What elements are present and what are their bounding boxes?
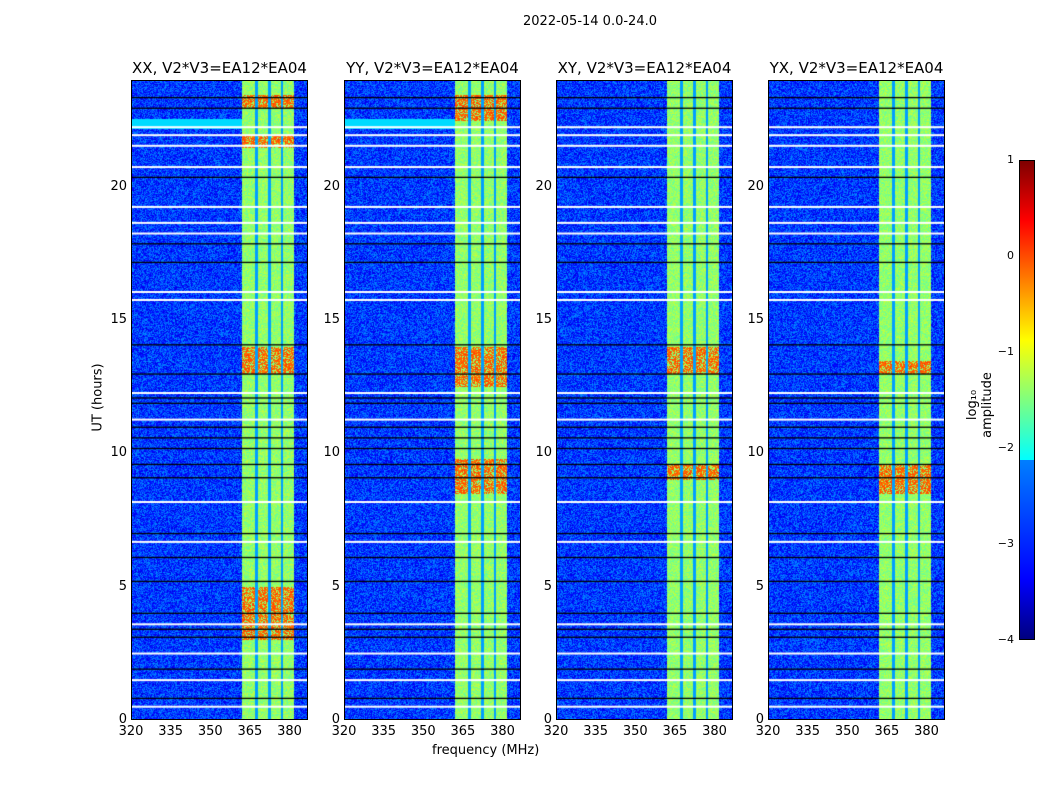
x-tick-label: 380 [914,724,939,739]
x-tick-label: 335 [583,724,609,739]
x-tick-label: 380 [277,724,302,739]
panel-title: XY, V2*V3=EA12*EA04 [557,59,732,77]
y-tick-label: 10 [747,445,764,461]
x-tick-label: 335 [371,724,397,739]
figure-title: 2022-05-14 0.0-24.0 [523,14,657,29]
colorbar-tick-label: −2 [997,441,1014,454]
panel-title: YX, V2*V3=EA12*EA04 [769,59,944,77]
y-tick-label: 5 [543,578,552,594]
y-tick-label: 0 [118,712,127,727]
x-tick-label: 350 [197,724,223,739]
y-axis-label: UT (hours) [90,363,106,432]
y-tick-label: 20 [747,178,764,194]
panel-title: YY, V2*V3=EA12*EA04 [346,59,519,77]
x-tick-label: 350 [834,724,860,739]
spectrogram-heatmap [557,81,732,719]
y-tick-label: 20 [535,178,552,194]
x-axis-label: frequency (MHz) [432,743,540,758]
x-tick-label: 350 [410,724,436,739]
spectrogram-heatmap [345,81,520,719]
x-tick-label: 320 [755,724,781,739]
y-tick-label: 5 [331,578,340,594]
x-tick-label: 365 [662,724,688,739]
x-tick-label: 320 [543,724,569,739]
spectrogram-heatmap [769,81,944,719]
x-tick-label: 335 [795,724,821,739]
spectrogram-heatmap [132,81,307,719]
x-tick-label: 380 [702,724,727,739]
y-tick-label: 5 [118,578,127,594]
y-tick-label: 15 [747,312,764,327]
spectrogram-panel [131,80,308,720]
x-tick-label: 320 [331,724,357,739]
y-tick-label: 20 [323,178,340,194]
x-tick-label: 365 [450,724,476,739]
spectrogram-panel [768,80,945,720]
y-tick-label: 0 [331,712,340,727]
y-tick-label: 10 [323,445,340,461]
colorbar-tick-label: 1 [1007,153,1014,166]
y-tick-label: 20 [110,178,127,194]
x-tick-label: 320 [118,724,144,739]
x-tick-label: 365 [874,724,900,739]
colorbar [1019,160,1035,640]
y-tick-label: 0 [543,712,552,727]
colorbar-tick-label: −1 [997,345,1014,358]
spectrogram-panel [344,80,521,720]
colorbar-tick-label: 0 [1007,249,1014,262]
colorbar-label: log₁₀ amplitude [965,372,995,438]
spectrogram-panel [556,80,733,720]
x-tick-label: 365 [237,724,263,739]
y-tick-label: 15 [535,312,552,327]
colorbar-tick-label: −4 [997,633,1014,646]
y-tick-label: 10 [110,445,127,461]
y-tick-label: 15 [110,312,127,327]
x-tick-label: 335 [158,724,184,739]
y-tick-label: 15 [323,312,340,327]
y-tick-label: 0 [755,712,764,727]
panel-title: XX, V2*V3=EA12*EA04 [132,59,307,77]
x-tick-label: 350 [622,724,648,739]
x-tick-label: 380 [490,724,515,739]
y-tick-label: 5 [755,578,764,594]
y-tick-label: 10 [535,445,552,461]
colorbar-tick-label: −3 [997,537,1014,550]
